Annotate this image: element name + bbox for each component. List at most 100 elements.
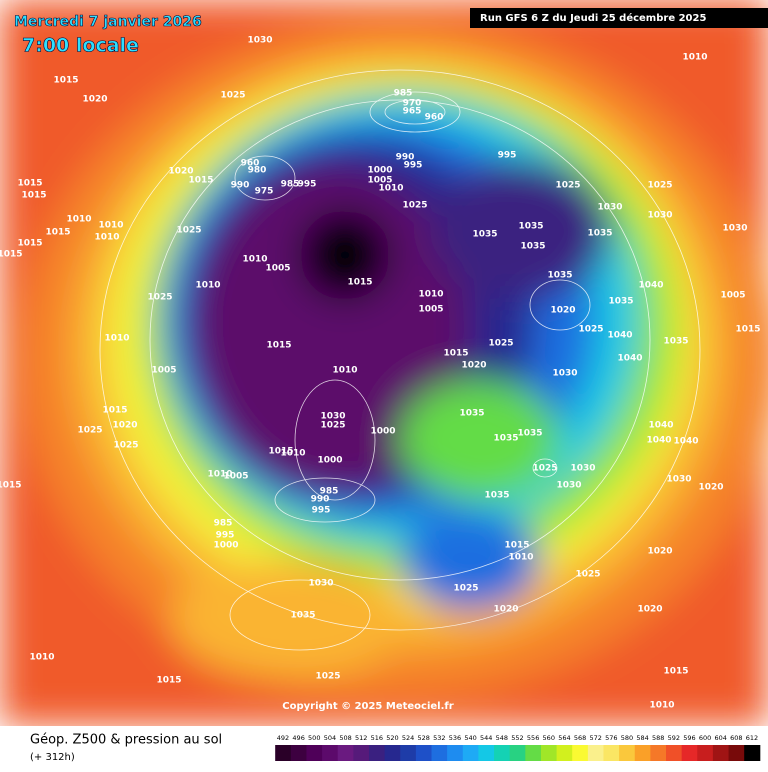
pressure-label: 1010 — [242, 255, 267, 265]
pressure-label: 1000 — [317, 456, 342, 466]
pressure-label: 1010 — [94, 233, 119, 243]
colorbar-swatch — [619, 745, 636, 761]
pressure-label: 1005 — [367, 176, 392, 186]
pressure-label: 1030 — [570, 464, 595, 474]
colorbar-tick-label: 492 — [277, 734, 289, 742]
pressure-label: 1010 — [66, 215, 91, 225]
pressure-label: 1015 — [156, 676, 181, 686]
pressure-label: 1010 — [378, 184, 403, 194]
colorbar-tick-label: 556 — [527, 734, 539, 742]
pressure-label: 1000 — [370, 427, 395, 437]
pressure-label: 1005 — [265, 264, 290, 274]
pressure-label: 1025 — [647, 181, 672, 191]
pressure-label: 1010 — [98, 221, 123, 231]
colorbar-swatch — [494, 745, 511, 761]
colorbar-tick-label: 584 — [636, 734, 648, 742]
copyright: Copyright © 2025 Meteociel.fr — [282, 701, 453, 712]
colorbar-swatch — [744, 745, 761, 761]
pressure-label: 1015 — [17, 179, 42, 189]
colorbar-tick-label: 560 — [543, 734, 555, 742]
colorbar-tick-label: 540 — [464, 734, 476, 742]
colorbar-swatch — [322, 745, 339, 761]
colorbar: 492 496 500 504 508 512 516 520 524 528 532 536 540 5… — [275, 734, 761, 761]
pressure-label: 1025 — [488, 339, 513, 349]
colorbar-swatch — [681, 745, 698, 761]
geopotential-field — [0, 0, 768, 726]
footer-title: Géop. Z500 & pression au sol — [30, 733, 222, 748]
colorbar-tick-label: 568 — [574, 734, 586, 742]
pressure-label: 1020 — [112, 421, 137, 431]
pressure-label: 990 — [311, 495, 330, 505]
colorbar-swatch — [634, 745, 651, 761]
pressure-label: 995 — [312, 506, 331, 516]
pressure-label: 1030 — [666, 475, 691, 485]
colorbar-swatch — [603, 745, 620, 761]
colorbar-swatch — [556, 745, 573, 761]
colorbar-tick-label: 520 — [386, 734, 398, 742]
pressure-label: 1015 — [735, 325, 760, 335]
pressure-label: 1020 — [637, 605, 662, 615]
pressure-label: 1015 — [17, 239, 42, 249]
pressure-label: 1015 — [663, 667, 688, 677]
pressure-label: 1005 — [151, 366, 176, 376]
colorbar-swatch — [306, 745, 323, 761]
pressure-label: 1035 — [472, 230, 497, 240]
pressure-label: 1015 — [188, 176, 213, 186]
pressure-label: 990 — [231, 181, 250, 191]
colorbar-tick-label: 500 — [308, 734, 320, 742]
pressure-label: 1030 — [320, 412, 345, 422]
colorbar-tick-label: 524 — [402, 734, 414, 742]
run-info: Run GFS 6 Z du Jeudi 25 décembre 2025 — [480, 12, 706, 24]
pressure-label: 985 — [281, 180, 300, 190]
colorbar-tick-label: 496 — [292, 734, 304, 742]
pressure-label: 1005 — [720, 291, 745, 301]
pressure-label: 1015 — [102, 406, 127, 416]
pressure-label: 975 — [255, 187, 274, 197]
pressure-label: 1010 — [280, 449, 305, 459]
colorbar-tick-label: 504 — [324, 734, 336, 742]
pressure-label: 1025 — [453, 584, 478, 594]
pressure-label: 1020 — [82, 95, 107, 105]
pressure-label: 1030 — [247, 36, 272, 46]
pressure-label: 1010 — [418, 290, 443, 300]
colorbar-swatch — [275, 745, 292, 761]
pressure-label: 1020 — [550, 306, 575, 316]
pressure-label: 1015 — [443, 349, 468, 359]
pressure-label: 1015 — [347, 278, 372, 288]
pressure-label: 1010 — [332, 366, 357, 376]
pressure-label: 960 — [241, 159, 260, 169]
colorbar-tick-label: 512 — [355, 734, 367, 742]
colorbar-tick-label: 588 — [652, 734, 664, 742]
pressure-label: 985 — [320, 487, 339, 497]
pressure-label: 1040 — [648, 421, 673, 431]
colorbar-tick-label: 532 — [433, 734, 445, 742]
colorbar-swatch — [728, 745, 745, 761]
colorbar-tick-label: 572 — [589, 734, 601, 742]
pressure-label: 1025 — [315, 672, 340, 682]
pressure-label: 1035 — [484, 491, 509, 501]
pressure-label: 995 — [298, 180, 317, 190]
isobars — [99, 69, 701, 651]
colorbar-swatch — [509, 745, 526, 761]
colorbar-swatch — [431, 745, 448, 761]
colorbar-tick-label: 548 — [496, 734, 508, 742]
pressure-label: 1035 — [547, 271, 572, 281]
pressure-label: 1030 — [556, 481, 581, 491]
colorbar-swatch — [415, 745, 433, 761]
colorbar-swatch — [712, 745, 730, 761]
pressure-label: 1030 — [722, 224, 747, 234]
pressure-label: 985 — [214, 519, 233, 529]
colorbar-tick-label: 592 — [668, 734, 680, 742]
colorbar-swatch — [650, 745, 667, 761]
pressure-label: 1030 — [597, 203, 622, 213]
pressure-label: 1035 — [518, 222, 543, 232]
pressure-label: 980 — [248, 166, 267, 176]
colorbar-swatch — [540, 745, 558, 761]
colorbar-swatch — [400, 745, 417, 761]
pressure-label: 1015 — [266, 341, 291, 351]
colorbar-tick-label: 552 — [511, 734, 523, 742]
pressure-label: 1040 — [617, 354, 642, 364]
pressure-label: 960 — [425, 113, 444, 123]
